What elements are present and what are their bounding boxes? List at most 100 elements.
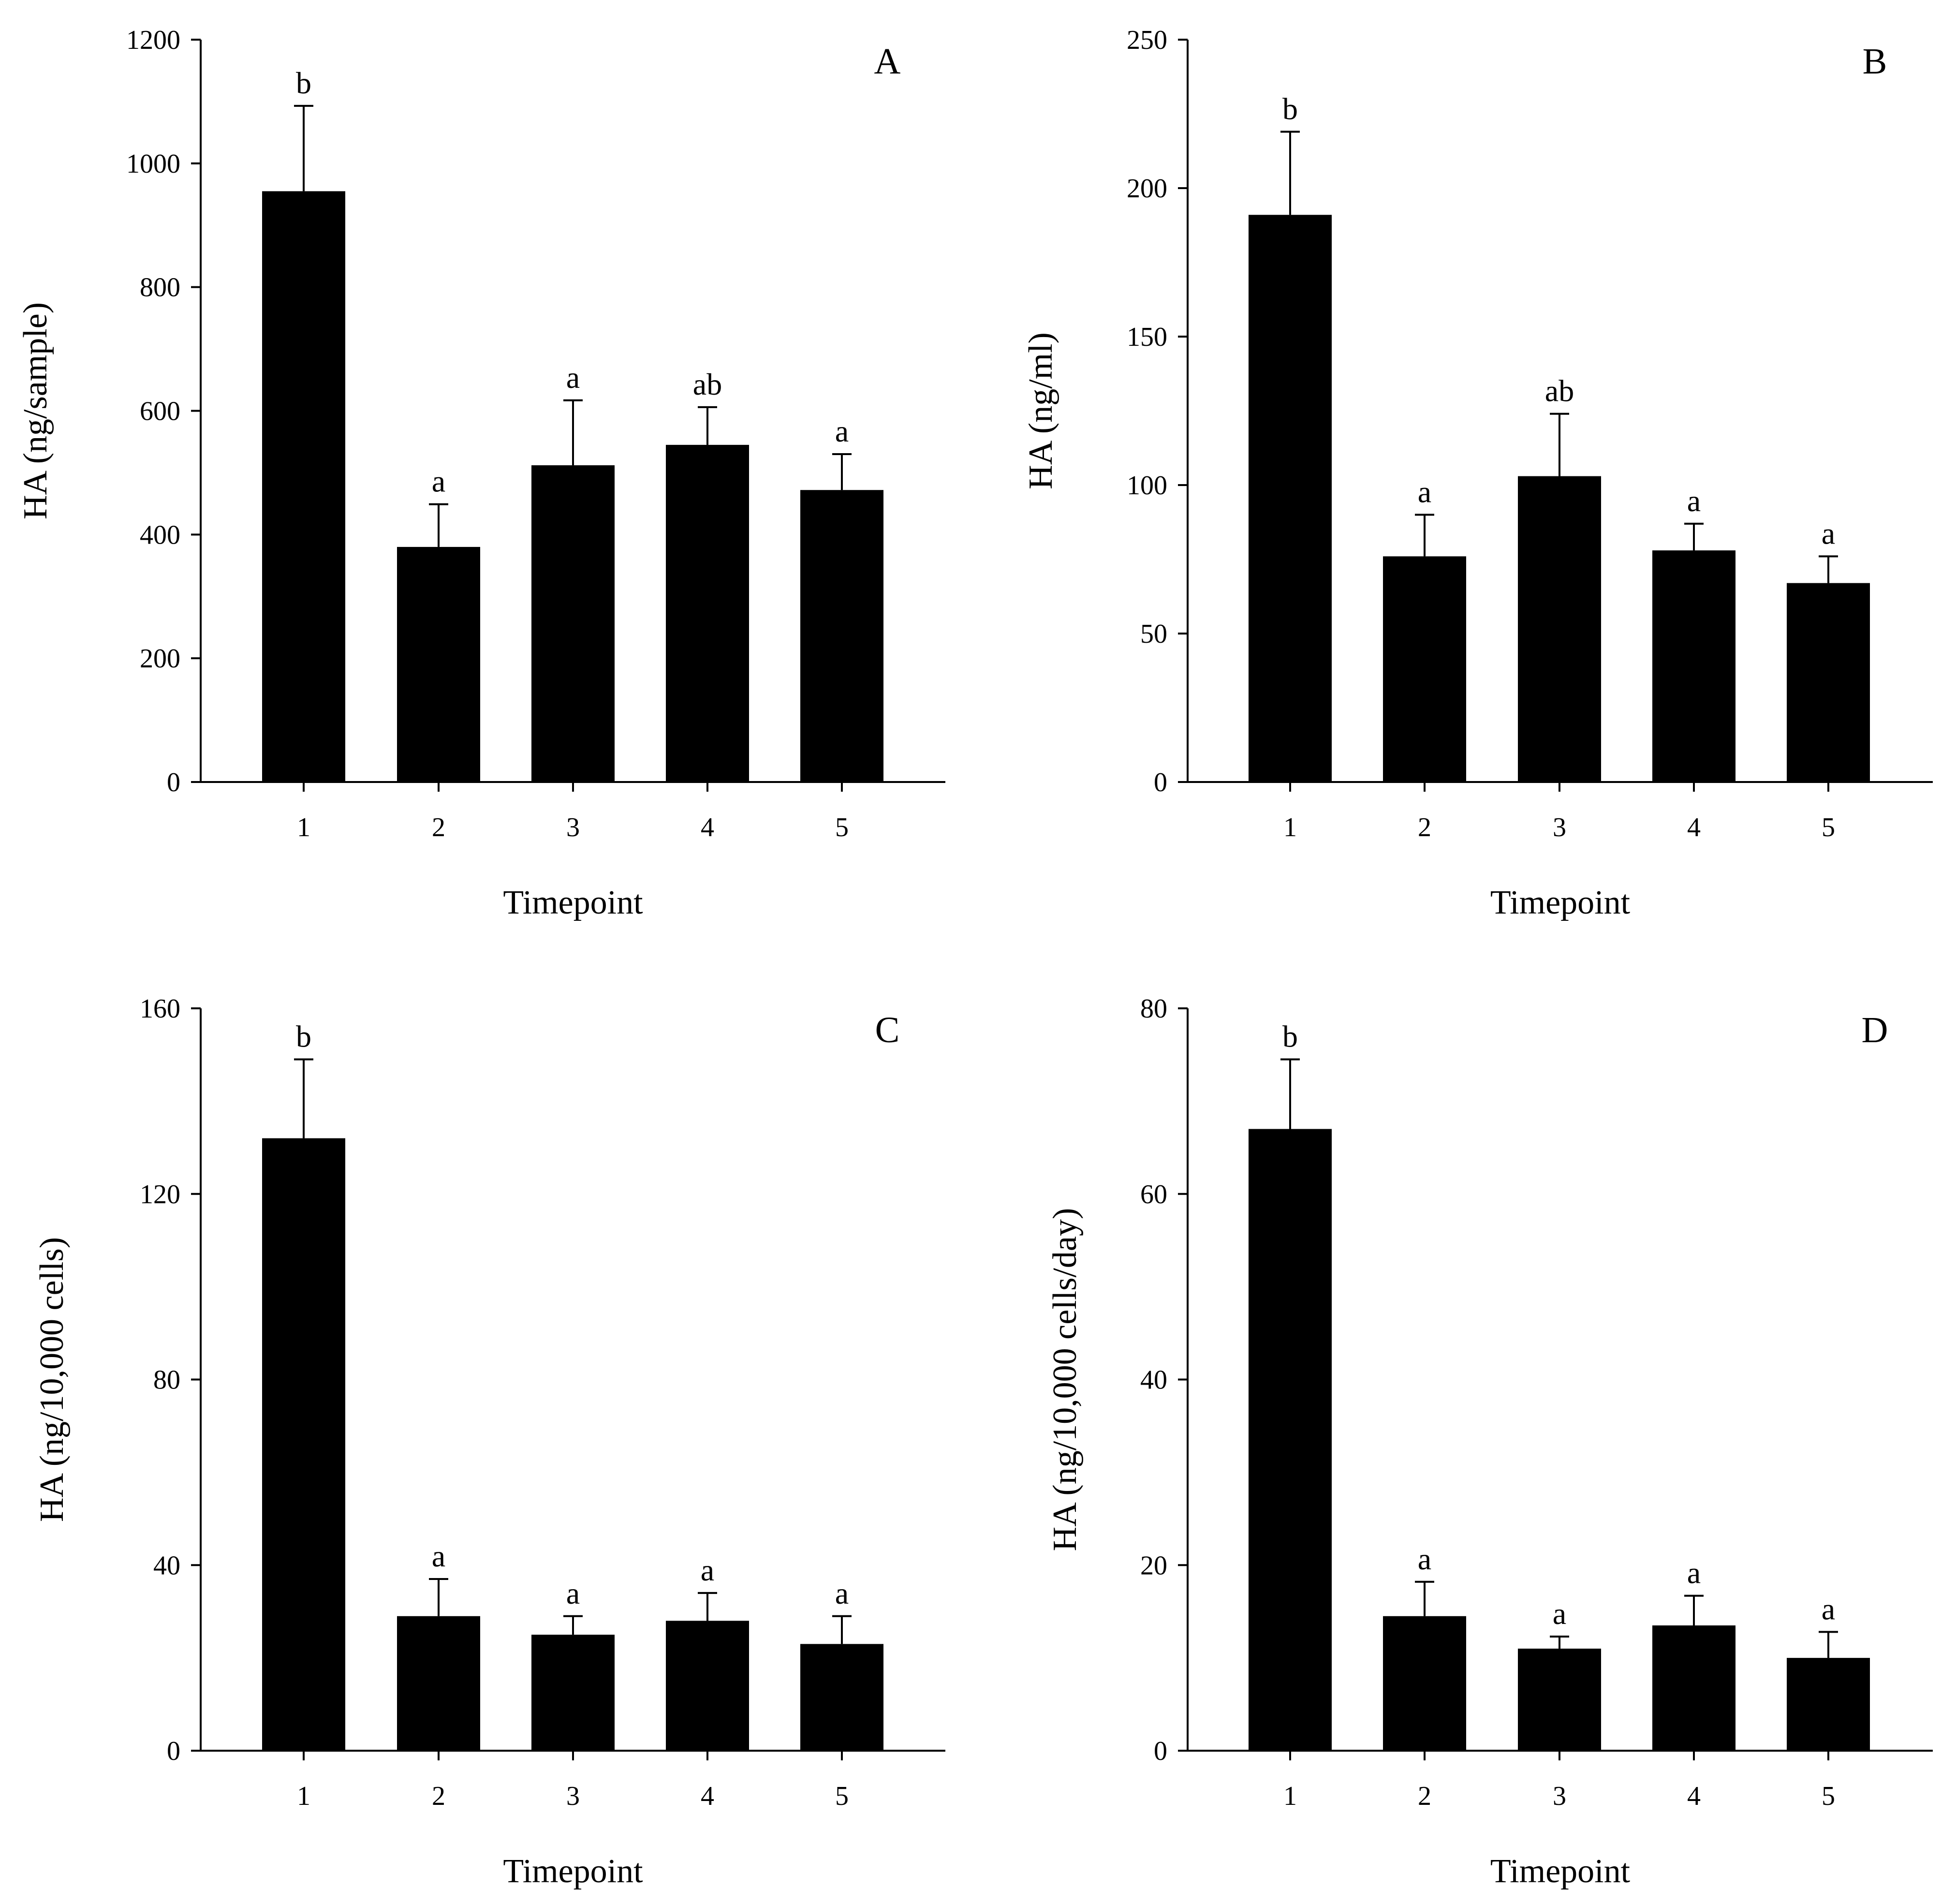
x-tick-label: 5 bbox=[835, 1781, 849, 1811]
x-tick-label: 4 bbox=[701, 812, 714, 842]
y-tick-label: 200 bbox=[1127, 174, 1167, 204]
y-axis-title: HA (ng/sample) bbox=[17, 302, 54, 519]
significance-label: a bbox=[1418, 1542, 1431, 1576]
bar-timepoint-5 bbox=[1787, 1658, 1870, 1751]
y-tick-label: 250 bbox=[1127, 25, 1167, 55]
significance-label: a bbox=[566, 360, 580, 395]
significance-label: b bbox=[1282, 1019, 1298, 1054]
bar-timepoint-2 bbox=[1383, 1616, 1466, 1751]
bar-timepoint-1 bbox=[1249, 215, 1332, 782]
x-tick-label: 5 bbox=[1822, 1781, 1835, 1811]
bar-timepoint-4 bbox=[666, 1621, 749, 1751]
x-tick-label: 4 bbox=[1687, 812, 1701, 842]
significance-label: b bbox=[296, 1019, 311, 1054]
y-tick-label: 150 bbox=[1127, 322, 1167, 352]
significance-label: a bbox=[1822, 1592, 1835, 1626]
y-tick-label: 40 bbox=[153, 1550, 180, 1580]
bar-timepoint-4 bbox=[1652, 550, 1735, 782]
y-axis-title: HA (ng/10,000 cells) bbox=[33, 1237, 71, 1522]
significance-label: a bbox=[1687, 1556, 1701, 1590]
x-tick-label: 5 bbox=[835, 812, 849, 842]
y-tick-label: 50 bbox=[1140, 619, 1167, 649]
bar-timepoint-5 bbox=[1787, 583, 1870, 782]
bar-timepoint-2 bbox=[397, 546, 480, 782]
significance-label: a bbox=[835, 1576, 849, 1610]
y-tick-label: 0 bbox=[1154, 1736, 1167, 1766]
x-tick-label: 2 bbox=[432, 812, 445, 842]
panel-a: b a a ab a 0 200 400 600 800 1000 1200 1 2 3 4 5 Timepoin… bbox=[17, 25, 945, 921]
x-axis-title: Timepoint bbox=[503, 1853, 643, 1890]
panel-b: b a ab a a 0 50 100 150 200 250 1 2 3 4 5 Timepoint HA (n… bbox=[1022, 25, 1933, 921]
y-tick-label: 120 bbox=[140, 1180, 180, 1210]
x-tick-label: 1 bbox=[1283, 1781, 1297, 1811]
x-tick-label: 1 bbox=[297, 812, 310, 842]
significance-label: ab bbox=[693, 367, 722, 401]
significance-label: a bbox=[432, 464, 445, 499]
y-tick-label: 100 bbox=[1127, 471, 1167, 501]
x-axis-title: Timepoint bbox=[503, 884, 643, 921]
x-tick-label: 1 bbox=[297, 1781, 310, 1811]
bar-timepoint-4 bbox=[666, 444, 749, 782]
y-tick-label: 0 bbox=[167, 1736, 180, 1766]
significance-label: a bbox=[1687, 484, 1701, 518]
panel-d: b a a a a 0 20 40 60 80 1 2 3 4 5 Timepoint HA (ng/10,00… bbox=[1046, 994, 1933, 1890]
x-tick-label: 2 bbox=[1418, 812, 1431, 842]
x-tick-label: 3 bbox=[566, 812, 580, 842]
x-tick-label: 2 bbox=[1418, 1781, 1431, 1811]
significance-label: a bbox=[701, 1553, 714, 1587]
y-tick-label: 600 bbox=[140, 397, 180, 427]
x-tick-label: 5 bbox=[1822, 812, 1835, 842]
y-tick-label: 0 bbox=[1154, 768, 1167, 797]
significance-label: b bbox=[1282, 91, 1298, 126]
y-tick-label: 80 bbox=[153, 1365, 180, 1395]
x-tick-label: 3 bbox=[1553, 1781, 1566, 1811]
y-tick-label: 1000 bbox=[126, 149, 180, 179]
bar-timepoint-1 bbox=[1249, 1129, 1332, 1751]
bar-timepoint-2 bbox=[397, 1616, 480, 1751]
significance-label: a bbox=[566, 1576, 580, 1610]
significance-label: a bbox=[1418, 474, 1431, 509]
y-tick-label: 160 bbox=[140, 994, 180, 1024]
y-tick-label: 80 bbox=[1140, 994, 1167, 1024]
x-axis-title: Timepoint bbox=[1490, 1853, 1631, 1890]
bar-timepoint-3 bbox=[531, 1635, 615, 1751]
bar-timepoint-1 bbox=[262, 1138, 345, 1751]
bar-timepoint-4 bbox=[1652, 1625, 1735, 1751]
significance-label: a bbox=[1553, 1596, 1566, 1631]
bar-timepoint-3 bbox=[531, 465, 615, 782]
panel-letter: C bbox=[875, 1010, 900, 1050]
bar-timepoint-5 bbox=[800, 490, 883, 782]
x-tick-label: 4 bbox=[1687, 1781, 1701, 1811]
y-tick-label: 60 bbox=[1140, 1180, 1167, 1210]
panel-letter: A bbox=[874, 41, 901, 82]
y-tick-label: 400 bbox=[140, 520, 180, 550]
y-tick-label: 20 bbox=[1140, 1550, 1167, 1580]
y-axis-title: HA (ng/ml) bbox=[1022, 332, 1059, 489]
bar-timepoint-3 bbox=[1518, 476, 1601, 782]
x-tick-label: 2 bbox=[432, 1781, 445, 1811]
x-tick-label: 3 bbox=[566, 1781, 580, 1811]
x-tick-label: 4 bbox=[701, 1781, 714, 1811]
bar-timepoint-5 bbox=[800, 1644, 883, 1751]
significance-label: b bbox=[296, 66, 311, 100]
bar-timepoint-3 bbox=[1518, 1648, 1601, 1751]
y-tick-label: 200 bbox=[140, 644, 180, 674]
panel-letter: B bbox=[1863, 41, 1887, 82]
y-tick-label: 1200 bbox=[126, 25, 180, 55]
y-axis-title: HA (ng/10,000 cells/day) bbox=[1046, 1208, 1084, 1551]
significance-label: a bbox=[835, 414, 849, 448]
significance-label: ab bbox=[1545, 374, 1574, 408]
significance-label: a bbox=[1822, 516, 1835, 550]
y-tick-label: 0 bbox=[167, 768, 180, 797]
bar-timepoint-1 bbox=[262, 191, 345, 782]
x-tick-label: 1 bbox=[1283, 812, 1297, 842]
x-axis-title: Timepoint bbox=[1490, 884, 1631, 921]
panel-letter: D bbox=[1862, 1010, 1888, 1050]
y-tick-label: 800 bbox=[140, 273, 180, 303]
panel-c: b a a a a 0 40 80 120 160 1 2 3 4 5 Timepoint HA (ng/10,… bbox=[33, 994, 945, 1890]
bar-timepoint-2 bbox=[1383, 556, 1466, 782]
y-tick-label: 40 bbox=[1140, 1365, 1167, 1395]
significance-label: a bbox=[432, 1539, 445, 1573]
x-tick-label: 3 bbox=[1553, 812, 1566, 842]
